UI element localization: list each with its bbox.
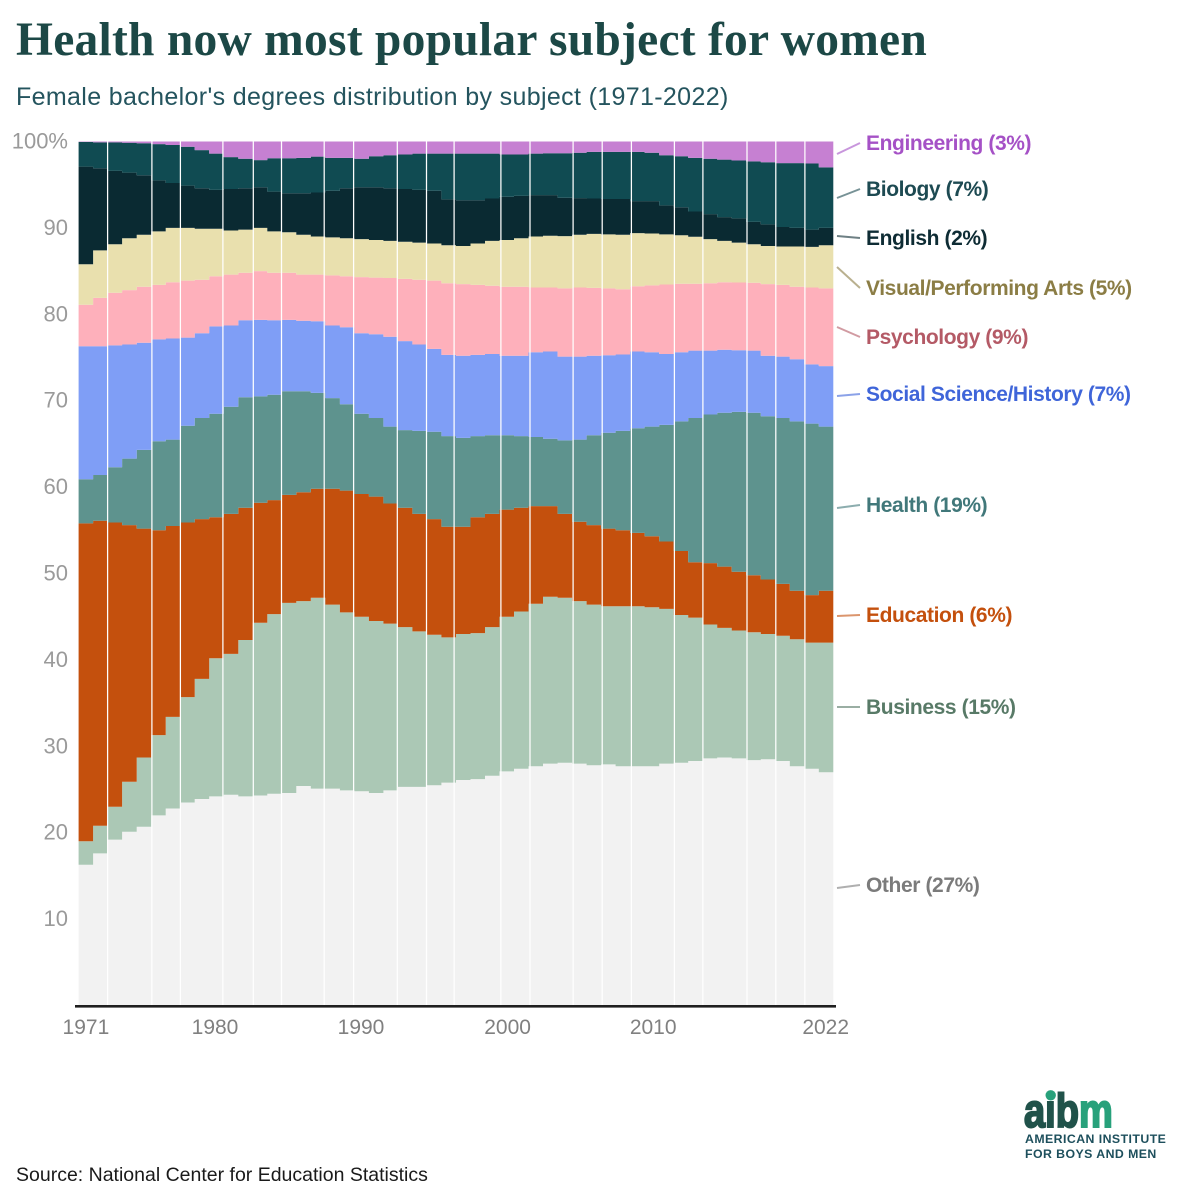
svg-text:Female bachelor's degrees dist: Female bachelor's degrees distribution b… xyxy=(16,83,729,111)
svg-text:Engineering (3%): Engineering (3%) xyxy=(866,132,1031,155)
svg-text:Business (15%): Business (15%) xyxy=(866,696,1016,719)
svg-text:60: 60 xyxy=(44,474,68,499)
svg-text:70: 70 xyxy=(44,388,68,413)
svg-text:1990: 1990 xyxy=(338,1016,385,1039)
svg-text:20: 20 xyxy=(44,820,68,845)
svg-text:1980: 1980 xyxy=(192,1016,239,1039)
svg-text:30: 30 xyxy=(44,733,68,758)
svg-text:2000: 2000 xyxy=(484,1016,531,1039)
svg-text:40: 40 xyxy=(44,647,68,672)
svg-text:Other (27%): Other (27%) xyxy=(866,874,979,897)
svg-text:2010: 2010 xyxy=(630,1016,677,1039)
svg-text:80: 80 xyxy=(44,301,68,326)
svg-text:AMERICAN INSTITUTE: AMERICAN INSTITUTE xyxy=(1025,1132,1166,1146)
svg-text:Source: National Center for Ed: Source: National Center for Education St… xyxy=(16,1164,428,1186)
svg-text:1971: 1971 xyxy=(63,1016,110,1039)
svg-text:2022: 2022 xyxy=(802,1016,849,1039)
svg-text:Visual/Performing Arts (5%): Visual/Performing Arts (5%) xyxy=(866,277,1132,300)
svg-text:Social Science/History (7%): Social Science/History (7%) xyxy=(866,383,1131,406)
svg-text:100%: 100% xyxy=(12,129,68,154)
svg-text:Education (6%): Education (6%) xyxy=(866,604,1012,627)
svg-text:Biology (7%): Biology (7%) xyxy=(866,178,988,201)
svg-text:aibm: aibm xyxy=(1024,1085,1113,1138)
svg-text:50: 50 xyxy=(44,561,68,586)
svg-text:90: 90 xyxy=(44,215,68,240)
svg-text:Psychology (9%): Psychology (9%) xyxy=(866,326,1028,349)
svg-text:English (2%): English (2%) xyxy=(866,227,987,250)
svg-text:FOR BOYS AND MEN: FOR BOYS AND MEN xyxy=(1025,1147,1157,1161)
svg-text:10: 10 xyxy=(44,906,68,931)
svg-text:Health now most popular subjec: Health now most popular subject for wome… xyxy=(16,14,927,66)
svg-text:Health (19%): Health (19%) xyxy=(866,494,987,517)
